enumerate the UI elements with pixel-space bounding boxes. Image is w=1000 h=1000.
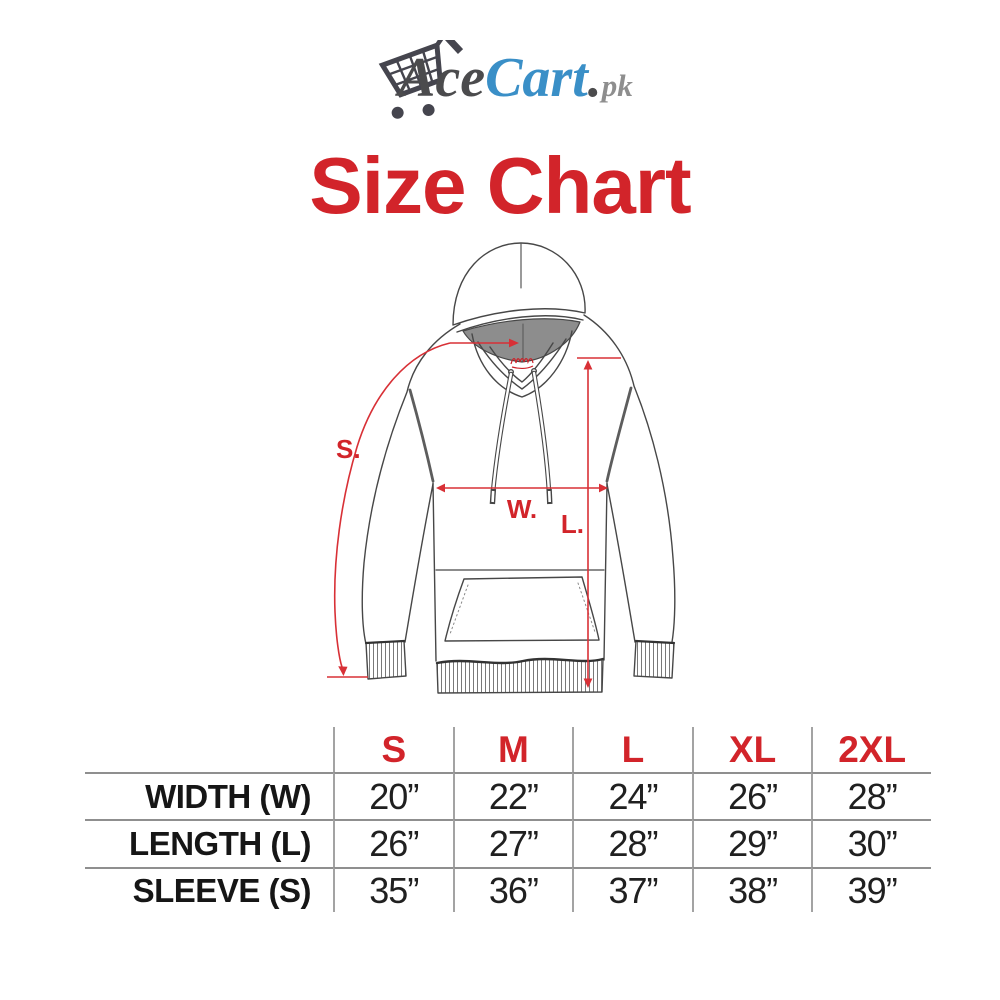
logo-domain-tld: pk <box>601 68 633 103</box>
logo-brand-prefix: Ace <box>398 47 486 109</box>
size-table: S M L XL 2XL WIDTH (W) 20” 22” 24” 26” 2… <box>85 727 931 912</box>
length-value-s: 26” <box>333 819 453 867</box>
hood-brand-mark <box>510 358 534 369</box>
row-label-length: LENGTH (L) <box>85 819 333 867</box>
length-value-xl: 29” <box>691 819 812 867</box>
row-label-width: WIDTH (W) <box>85 772 333 819</box>
sleeve-measure-label: S. <box>336 434 361 464</box>
size-column-header-s: S <box>333 727 453 772</box>
size-column-header-l: L <box>572 727 692 772</box>
length-value-m: 27” <box>452 819 573 867</box>
measurement-annotations <box>327 338 621 688</box>
sleeve-value-m: 36” <box>452 867 573 912</box>
sleeve-value-2xl: 39” <box>811 867 931 912</box>
hoodie-measurement-diagram: S. W. L. <box>300 230 720 720</box>
shopping-cart-icon <box>378 40 464 119</box>
logo-brand-suffix: Cart <box>485 47 588 109</box>
width-value-xl: 26” <box>691 772 812 819</box>
length-measure-label: L. <box>561 509 584 539</box>
table-corner-cell <box>85 727 333 772</box>
size-column-header-m: M <box>452 727 573 772</box>
logo-domain-dot: . <box>587 47 602 109</box>
size-column-header-xl: XL <box>691 727 812 772</box>
size-column-header-2xl: 2XL <box>811 727 931 772</box>
row-label-sleeve: SLEEVE (S) <box>85 867 333 912</box>
length-value-2xl: 30” <box>811 819 931 867</box>
width-value-2xl: 28” <box>811 772 931 819</box>
width-value-m: 22” <box>452 772 573 819</box>
page-title: Size Chart <box>309 141 691 230</box>
sleeve-value-xl: 38” <box>691 867 812 912</box>
logo: AceCart.pk <box>398 48 633 116</box>
hoodie-illustration: S. W. L. <box>327 242 676 694</box>
sleeve-value-s: 35” <box>333 867 453 912</box>
width-value-s: 20” <box>333 772 453 819</box>
sleeve-value-l: 37” <box>572 867 692 912</box>
width-value-l: 24” <box>572 772 692 819</box>
width-measure-label: W. <box>507 494 537 524</box>
length-value-l: 28” <box>572 819 692 867</box>
